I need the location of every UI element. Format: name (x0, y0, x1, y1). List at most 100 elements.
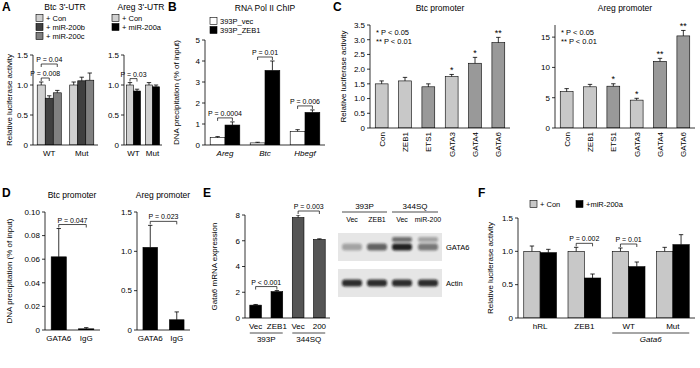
legend-label: 393P_ZEB1 (220, 26, 260, 35)
p-value: P = 0.008 (30, 70, 60, 77)
significance-star: ** (680, 21, 688, 31)
y-tick-label: 1.5 (17, 51, 29, 60)
error-cap (275, 290, 279, 291)
y-tick (134, 212, 137, 213)
bar (469, 63, 482, 128)
error-bar (379, 81, 383, 84)
chart-panel: 012345AregBtcHbegfRNA Pol II ChIPBDNA pr… (168, 0, 325, 158)
x-tick-label: GATA6 (138, 334, 164, 343)
y-axis (205, 40, 206, 145)
blot-band (367, 280, 387, 287)
p-value: P = 0.0004 (208, 110, 242, 117)
y-tick-label: 0 (509, 314, 514, 323)
legend-item: + miR-200a (112, 23, 162, 32)
group-line (612, 333, 689, 334)
y-tick-label: 3.5 (354, 21, 366, 30)
bar (314, 239, 326, 318)
chart-panel: 00.020.040.060.080.10GATA6IgGBtc promote… (2, 186, 100, 343)
error-bar (57, 229, 61, 257)
y-tick-label: 2.5 (354, 50, 366, 59)
legend-swatch (36, 33, 43, 40)
y-tick (367, 113, 370, 114)
y-tick-label: 0.5 (354, 109, 366, 118)
x-axis (137, 330, 190, 331)
y-tick (515, 318, 518, 319)
error-cap (135, 89, 139, 90)
y-tick-label: 1.0 (108, 81, 120, 90)
figure: 00.51.01.5WTMutBtc 3'-UTRARelative lucif… (0, 0, 700, 368)
legend-swatch (36, 15, 43, 22)
y-tick (515, 284, 518, 285)
error-cap (310, 109, 314, 110)
error-cap (317, 238, 321, 239)
y-tick-label: 3 (196, 78, 201, 87)
blot-row-label: GATA6 (446, 243, 469, 252)
bar (37, 85, 45, 145)
panel-label: C (333, 0, 342, 14)
group-label: 344SQ (296, 335, 321, 344)
x-tick-label: 200 (313, 322, 327, 331)
error-bar (39, 82, 43, 85)
error-cap (255, 142, 259, 143)
y-tick-label: 1.5 (502, 214, 514, 223)
group-label: Gata6 (640, 335, 662, 344)
bar (568, 251, 584, 318)
error-cap (215, 136, 219, 137)
error-bar (80, 77, 84, 81)
y-tick-label: 2 (196, 99, 201, 108)
y-tick-label: 6 (236, 237, 241, 246)
y-tick (242, 215, 245, 216)
blot-band (392, 237, 412, 242)
blot-band (418, 244, 438, 251)
blot-band (418, 280, 438, 287)
y-tick-label: 0.04 (24, 279, 40, 288)
y-tick-label: 1.5 (108, 51, 120, 60)
bar (422, 87, 435, 128)
p-bracket (150, 221, 177, 224)
legend-label: + Con (122, 14, 142, 23)
y-tick-label: 10 (541, 63, 550, 72)
error-cap (296, 215, 300, 216)
chart-panel: 02468VecZEB1Vec200EGata6 mRNA expression… (203, 186, 330, 344)
error-line (81, 77, 82, 81)
error-line (73, 82, 74, 85)
x-tick-label: Areg (216, 149, 234, 158)
p-value: P = 0.01 (616, 236, 642, 243)
error-bar (72, 82, 76, 85)
error-cap (57, 228, 61, 229)
y-tick (42, 259, 45, 260)
legend-item: + miR-200c (36, 32, 85, 41)
error-line (405, 77, 406, 81)
y-tick (30, 145, 33, 146)
y-tick (515, 251, 518, 252)
y-tick (552, 37, 555, 38)
chart-panel: 00.51.01.5GATA6IgGAreg promoterP = 0.023 (121, 190, 190, 343)
p-bracket (59, 225, 87, 228)
x-axis (370, 128, 510, 129)
group-label: 393P (257, 335, 276, 344)
error-bar (618, 248, 622, 251)
x-axis (555, 128, 695, 129)
error-line (498, 37, 499, 42)
x-axis (124, 145, 162, 146)
y-axis (33, 55, 34, 145)
bar (673, 245, 689, 318)
error-bar (635, 262, 639, 267)
blot-band (392, 280, 412, 287)
error-cap (253, 304, 257, 305)
p-value: P = 0.04 (36, 56, 62, 63)
bar (225, 125, 240, 145)
plot-marks (560, 30, 690, 128)
y-tick (242, 318, 245, 319)
plot-marks (375, 37, 505, 128)
error-bar (317, 238, 321, 240)
y-tick-label: 0 (24, 141, 29, 150)
blot-row-label: Actin (446, 279, 463, 288)
chart-panel: 00.51.01.5hRLZEB1WTMutFRelative lucifera… (478, 186, 695, 344)
plot-marks (143, 225, 184, 330)
error-line (150, 225, 151, 247)
error-line (576, 247, 577, 251)
y-tick (367, 39, 370, 40)
y-tick (30, 115, 33, 116)
y-tick (367, 98, 370, 99)
